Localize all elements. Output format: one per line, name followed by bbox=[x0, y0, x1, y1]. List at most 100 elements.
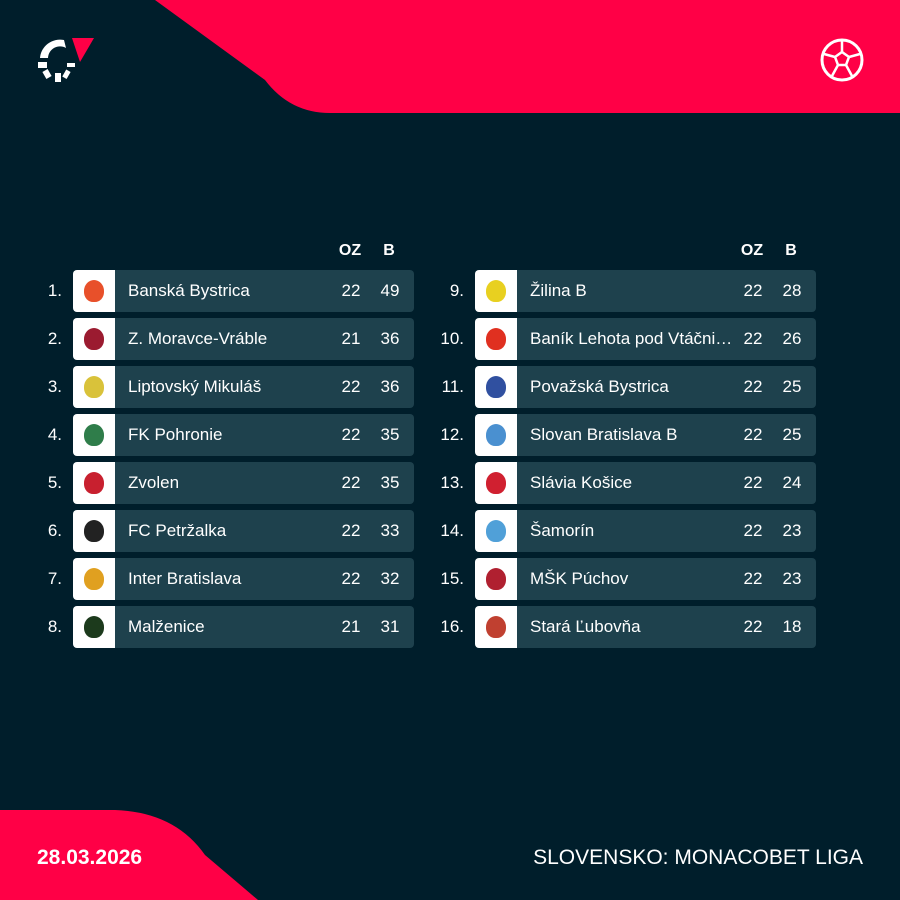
team-row-box: Stará Ľubovňa 22 18 bbox=[475, 606, 816, 648]
team-crest-icon bbox=[486, 616, 506, 638]
team-crest bbox=[475, 366, 517, 408]
team-name[interactable]: Slávia Košice bbox=[530, 473, 633, 492]
rank: 13. bbox=[440, 473, 464, 492]
team-name[interactable]: MŠK Púchov bbox=[530, 569, 629, 588]
team-crest-icon bbox=[486, 376, 506, 398]
table-row[interactable]: 9. Žilina B 22 28 bbox=[434, 270, 834, 312]
table-row[interactable]: 7. Inter Bratislava 22 32 bbox=[32, 558, 432, 600]
team-row-box: Banská Bystrica 22 49 bbox=[73, 270, 414, 312]
team-row-box: Baník Lehota pod Vtáčnikom 22 26 bbox=[475, 318, 816, 360]
team-name[interactable]: Slovan Bratislava B bbox=[530, 425, 678, 444]
table-row[interactable]: 5. Zvolen 22 35 bbox=[32, 462, 432, 504]
team-crest-icon bbox=[486, 328, 506, 350]
team-row-box: MŠK Púchov 22 23 bbox=[475, 558, 816, 600]
team-name[interactable]: Inter Bratislava bbox=[128, 569, 242, 588]
rank: 11. bbox=[441, 377, 464, 396]
team-name[interactable]: Považská Bystrica bbox=[530, 377, 669, 396]
team-name[interactable]: Z. Moravce-Vráble bbox=[128, 329, 268, 348]
team-crest-icon bbox=[84, 616, 104, 638]
team-name[interactable]: Baník Lehota pod Vtáčnikom bbox=[530, 329, 735, 348]
points: 28 bbox=[782, 281, 802, 300]
rank: 16. bbox=[440, 617, 464, 636]
points: 24 bbox=[782, 473, 802, 492]
table-row[interactable]: 10. Baník Lehota pod Vtáčnikom 22 26 bbox=[434, 318, 834, 360]
table-row[interactable]: 11. Považská Bystrica 22 25 bbox=[434, 366, 834, 408]
rank: 5. bbox=[47, 473, 62, 492]
team-row-box: Zvolen 22 35 bbox=[73, 462, 414, 504]
points: 31 bbox=[380, 617, 400, 636]
team-row-box: Slávia Košice 22 24 bbox=[475, 462, 816, 504]
team-name[interactable]: Šamorín bbox=[530, 521, 595, 540]
matches-played: 22 bbox=[341, 425, 361, 444]
team-row-box: Inter Bratislava 22 32 bbox=[73, 558, 414, 600]
team-row-box: Slovan Bratislava B 22 25 bbox=[475, 414, 816, 456]
matches-played: 21 bbox=[341, 329, 361, 348]
team-crest bbox=[73, 606, 115, 648]
team-row-box: Z. Moravce-Vráble 21 36 bbox=[73, 318, 414, 360]
team-name[interactable]: FK Pohronie bbox=[128, 425, 223, 444]
team-name[interactable]: Stará Ľubovňa bbox=[530, 617, 641, 636]
table-row[interactable]: 2. Z. Moravce-Vráble 21 36 bbox=[32, 318, 432, 360]
table-row[interactable]: 3. Liptovský Mikuláš 22 36 bbox=[32, 366, 432, 408]
table-row[interactable]: 14. Šamorín 22 23 bbox=[434, 510, 834, 552]
rank: 8. bbox=[47, 617, 62, 636]
rank: 6. bbox=[47, 521, 62, 540]
team-crest-icon bbox=[486, 520, 506, 542]
matches-played: 22 bbox=[743, 521, 763, 540]
matches-played: 22 bbox=[743, 569, 763, 588]
team-name[interactable]: Zvolen bbox=[128, 473, 180, 492]
team-crest bbox=[73, 558, 115, 600]
rank: 2. bbox=[47, 329, 62, 348]
points-header: B bbox=[785, 242, 797, 259]
rank: 14. bbox=[440, 521, 464, 540]
team-crest-icon bbox=[486, 424, 506, 446]
table-row[interactable]: 6. FC Petržalka 22 33 bbox=[32, 510, 432, 552]
team-crest-icon bbox=[84, 280, 104, 302]
points: 36 bbox=[380, 329, 400, 348]
team-crest bbox=[73, 414, 115, 456]
team-crest bbox=[73, 510, 115, 552]
table-row[interactable]: 16. Stará Ľubovňa 22 18 bbox=[434, 606, 834, 648]
table-row[interactable]: 13. Slávia Košice 22 24 bbox=[434, 462, 834, 504]
matches-played: 21 bbox=[341, 617, 361, 636]
matches-played: 22 bbox=[743, 617, 763, 636]
matches-played: 22 bbox=[743, 473, 763, 492]
rank: 3. bbox=[47, 377, 62, 396]
team-crest-icon bbox=[486, 472, 506, 494]
rank: 7. bbox=[47, 569, 62, 588]
table-row[interactable]: 4. FK Pohronie 22 35 bbox=[32, 414, 432, 456]
points: 49 bbox=[380, 281, 400, 300]
matches-played: 22 bbox=[341, 377, 361, 396]
rank: 9. bbox=[449, 281, 464, 300]
rank: 15. bbox=[440, 569, 464, 588]
team-crest bbox=[475, 462, 517, 504]
team-crest bbox=[73, 462, 115, 504]
table-header: OZ B bbox=[32, 240, 432, 262]
table-row[interactable]: 8. Malženice 21 31 bbox=[32, 606, 432, 648]
table-row[interactable]: 15. MŠK Púchov 22 23 bbox=[434, 558, 834, 600]
standings-left: OZ B 1. Banská Bystrica 22 49 2. Z. Mora… bbox=[32, 240, 432, 654]
team-name[interactable]: FC Petržalka bbox=[128, 521, 227, 540]
team-row-box: Malženice 21 31 bbox=[73, 606, 414, 648]
team-name[interactable]: Malženice bbox=[128, 617, 205, 636]
team-crest bbox=[475, 558, 517, 600]
team-row-box: FC Petržalka 22 33 bbox=[73, 510, 414, 552]
table-row[interactable]: 1. Banská Bystrica 22 49 bbox=[32, 270, 432, 312]
team-crest bbox=[475, 510, 517, 552]
matches-played: 22 bbox=[341, 281, 361, 300]
football-icon[interactable] bbox=[820, 38, 864, 82]
points: 23 bbox=[782, 521, 802, 540]
team-crest bbox=[475, 414, 517, 456]
team-row-box: FK Pohronie 22 35 bbox=[73, 414, 414, 456]
team-name[interactable]: Žilina B bbox=[530, 281, 587, 300]
team-crest-icon bbox=[84, 472, 104, 494]
rank: 10. bbox=[440, 329, 464, 348]
table-row[interactable]: 12. Slovan Bratislava B 22 25 bbox=[434, 414, 834, 456]
team-name[interactable]: Banská Bystrica bbox=[128, 281, 250, 300]
team-crest-icon bbox=[84, 424, 104, 446]
team-name[interactable]: Liptovský Mikuláš bbox=[128, 377, 262, 396]
points: 25 bbox=[782, 377, 802, 396]
team-crest bbox=[73, 318, 115, 360]
team-row-box: Žilina B 22 28 bbox=[475, 270, 816, 312]
